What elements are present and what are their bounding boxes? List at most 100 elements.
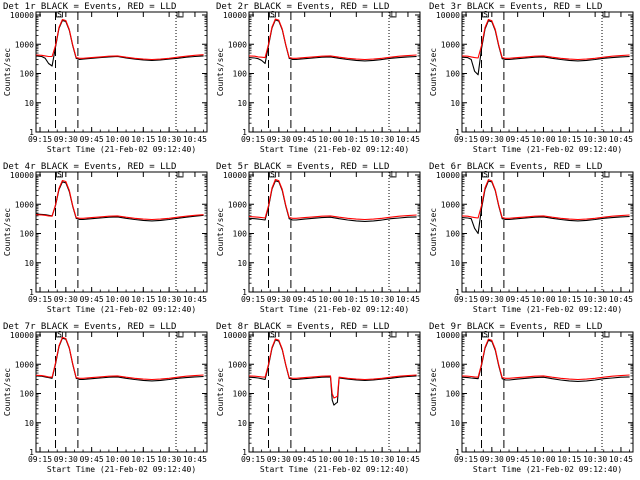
y-tick-label: 10000: [223, 11, 247, 20]
x-tick-label: 10:15: [131, 295, 155, 304]
x-tick-label: 10:15: [344, 455, 368, 464]
events-series-line: [461, 20, 630, 76]
lld-series-line: [248, 18, 417, 61]
panel-title: Det 6r BLACK = Events, RED = LLD: [429, 162, 602, 172]
y-tick-label: 10: [450, 99, 460, 108]
x-tick-label: 10:15: [557, 135, 581, 144]
x-tick-label: 10:30: [583, 455, 607, 464]
interval-box-label: S: [483, 10, 488, 19]
x-tick-label: 10:15: [344, 295, 368, 304]
y-axis-label: Counts/sec: [216, 48, 225, 96]
x-tick-label: 10:45: [609, 295, 633, 304]
x-tick-label: 10:30: [583, 135, 607, 144]
y-tick-label: 100: [20, 390, 35, 399]
x-tick-label: 10:45: [183, 455, 207, 464]
lld-series-line: [461, 179, 630, 221]
x-tick-label: 10:00: [105, 295, 129, 304]
y-tick-label: 10: [237, 419, 247, 428]
x-tick-label: 10:00: [531, 455, 555, 464]
x-tick-label: 09:45: [293, 135, 317, 144]
x-axis-label: Start Time (21-Feb-02 09:12:40): [260, 145, 409, 154]
y-tick-label: 1000: [441, 40, 460, 49]
y-tick-label: 1: [29, 448, 34, 457]
reference-box: [389, 171, 397, 178]
x-tick-label: 09:45: [506, 455, 530, 464]
x-tick-label: 10:45: [609, 455, 633, 464]
y-tick-label: 100: [233, 230, 248, 239]
lld-series-line: [35, 179, 204, 221]
y-tick-label: 1000: [15, 360, 34, 369]
events-series-line: [248, 180, 417, 222]
reference-box: [389, 331, 397, 338]
x-tick-label: 10:30: [370, 135, 394, 144]
y-tick-label: 1000: [15, 40, 34, 49]
interval-box-label: S: [483, 170, 488, 179]
y-tick-label: 100: [446, 390, 461, 399]
reference-box: [602, 331, 610, 338]
x-tick-label: 10:00: [318, 135, 342, 144]
x-tick-label: 10:45: [396, 295, 420, 304]
events-series-line: [35, 181, 204, 222]
reference-box-label: L: [178, 330, 183, 339]
interval-box-label: S: [57, 10, 62, 19]
x-tick-label: 09:30: [267, 455, 291, 464]
detector-chart-svg: Det 7r BLACK = Events, RED = LLD 1 10 100 10…: [3, 322, 208, 474]
y-tick-label: 1: [455, 448, 460, 457]
interval-box-label: S: [57, 330, 62, 339]
y-tick-label: 100: [446, 230, 461, 239]
detector-panel-8: Det 8r BLACK = Events, RED = LLD 1 10 100 10…: [213, 320, 426, 480]
y-tick-label: 100: [233, 390, 248, 399]
interval-start-box: [56, 331, 63, 338]
detector-panel-5: Det 5r BLACK = Events, RED = LLD 1 10 100 10…: [213, 160, 426, 320]
panel-title: Det 5r BLACK = Events, RED = LLD: [216, 162, 389, 172]
detector-panel-9: Det 9r BLACK = Events, RED = LLD 1 10 100 10…: [426, 320, 639, 480]
x-tick-label: 10:45: [609, 135, 633, 144]
y-axis-label: Counts/sec: [216, 368, 225, 416]
reference-box: [602, 171, 610, 178]
reference-box-label: L: [178, 10, 183, 19]
x-tick-label: 09:15: [28, 455, 52, 464]
y-tick-label: 1: [29, 288, 34, 297]
lld-series-line: [35, 336, 204, 381]
reference-box: [176, 331, 184, 338]
x-tick-label: 09:15: [454, 295, 478, 304]
y-tick-label: 10000: [223, 171, 247, 180]
reference-box: [389, 11, 397, 18]
events-series-line: [461, 339, 630, 382]
y-axis-label: Counts/sec: [3, 48, 12, 96]
x-tick-label: 09:30: [267, 135, 291, 144]
y-axis-label: Counts/sec: [216, 208, 225, 256]
x-tick-label: 10:15: [557, 295, 581, 304]
y-tick-label: 10000: [436, 11, 460, 20]
x-axis-label: Start Time (21-Feb-02 09:12:40): [47, 465, 196, 474]
detector-chart-svg: Det 6r BLACK = Events, RED = LLD 1 10 100 10…: [429, 162, 634, 314]
detector-panel-1: Det 1r BLACK = Events, RED = LLD 1 10 100 10…: [0, 0, 213, 160]
reference-box-label: L: [391, 170, 396, 179]
reference-box: [602, 11, 610, 18]
x-tick-label: 09:45: [80, 455, 104, 464]
x-tick-label: 09:30: [54, 135, 78, 144]
plot-frame: [35, 331, 208, 453]
interval-start-box: [482, 331, 489, 338]
detector-chart-svg: Det 2r BLACK = Events, RED = LLD 1 10 100 10…: [216, 2, 421, 154]
events-series-line: [248, 19, 417, 65]
y-tick-label: 10: [450, 419, 460, 428]
detector-chart-svg: Det 8r BLACK = Events, RED = LLD 1 10 100 10…: [216, 322, 421, 474]
x-tick-label: 09:15: [28, 135, 52, 144]
x-axis-label: Start Time (21-Feb-02 09:12:40): [473, 465, 622, 474]
x-tick-label: 10:00: [318, 455, 342, 464]
x-axis-label: Start Time (21-Feb-02 09:12:40): [47, 145, 196, 154]
reference-box-label: L: [604, 330, 609, 339]
interval-start-box: [482, 11, 489, 18]
interval-box-label: S: [57, 170, 62, 179]
y-tick-label: 10000: [223, 331, 247, 340]
y-tick-label: 10: [24, 259, 34, 268]
detector-chart-svg: Det 5r BLACK = Events, RED = LLD 1 10 100 10…: [216, 162, 421, 314]
y-tick-label: 1: [455, 288, 460, 297]
panel-title: Det 7r BLACK = Events, RED = LLD: [3, 322, 176, 332]
x-tick-label: 09:30: [54, 295, 78, 304]
x-tick-label: 10:15: [131, 455, 155, 464]
interval-start-box: [269, 11, 276, 18]
lld-series-line: [35, 18, 204, 61]
